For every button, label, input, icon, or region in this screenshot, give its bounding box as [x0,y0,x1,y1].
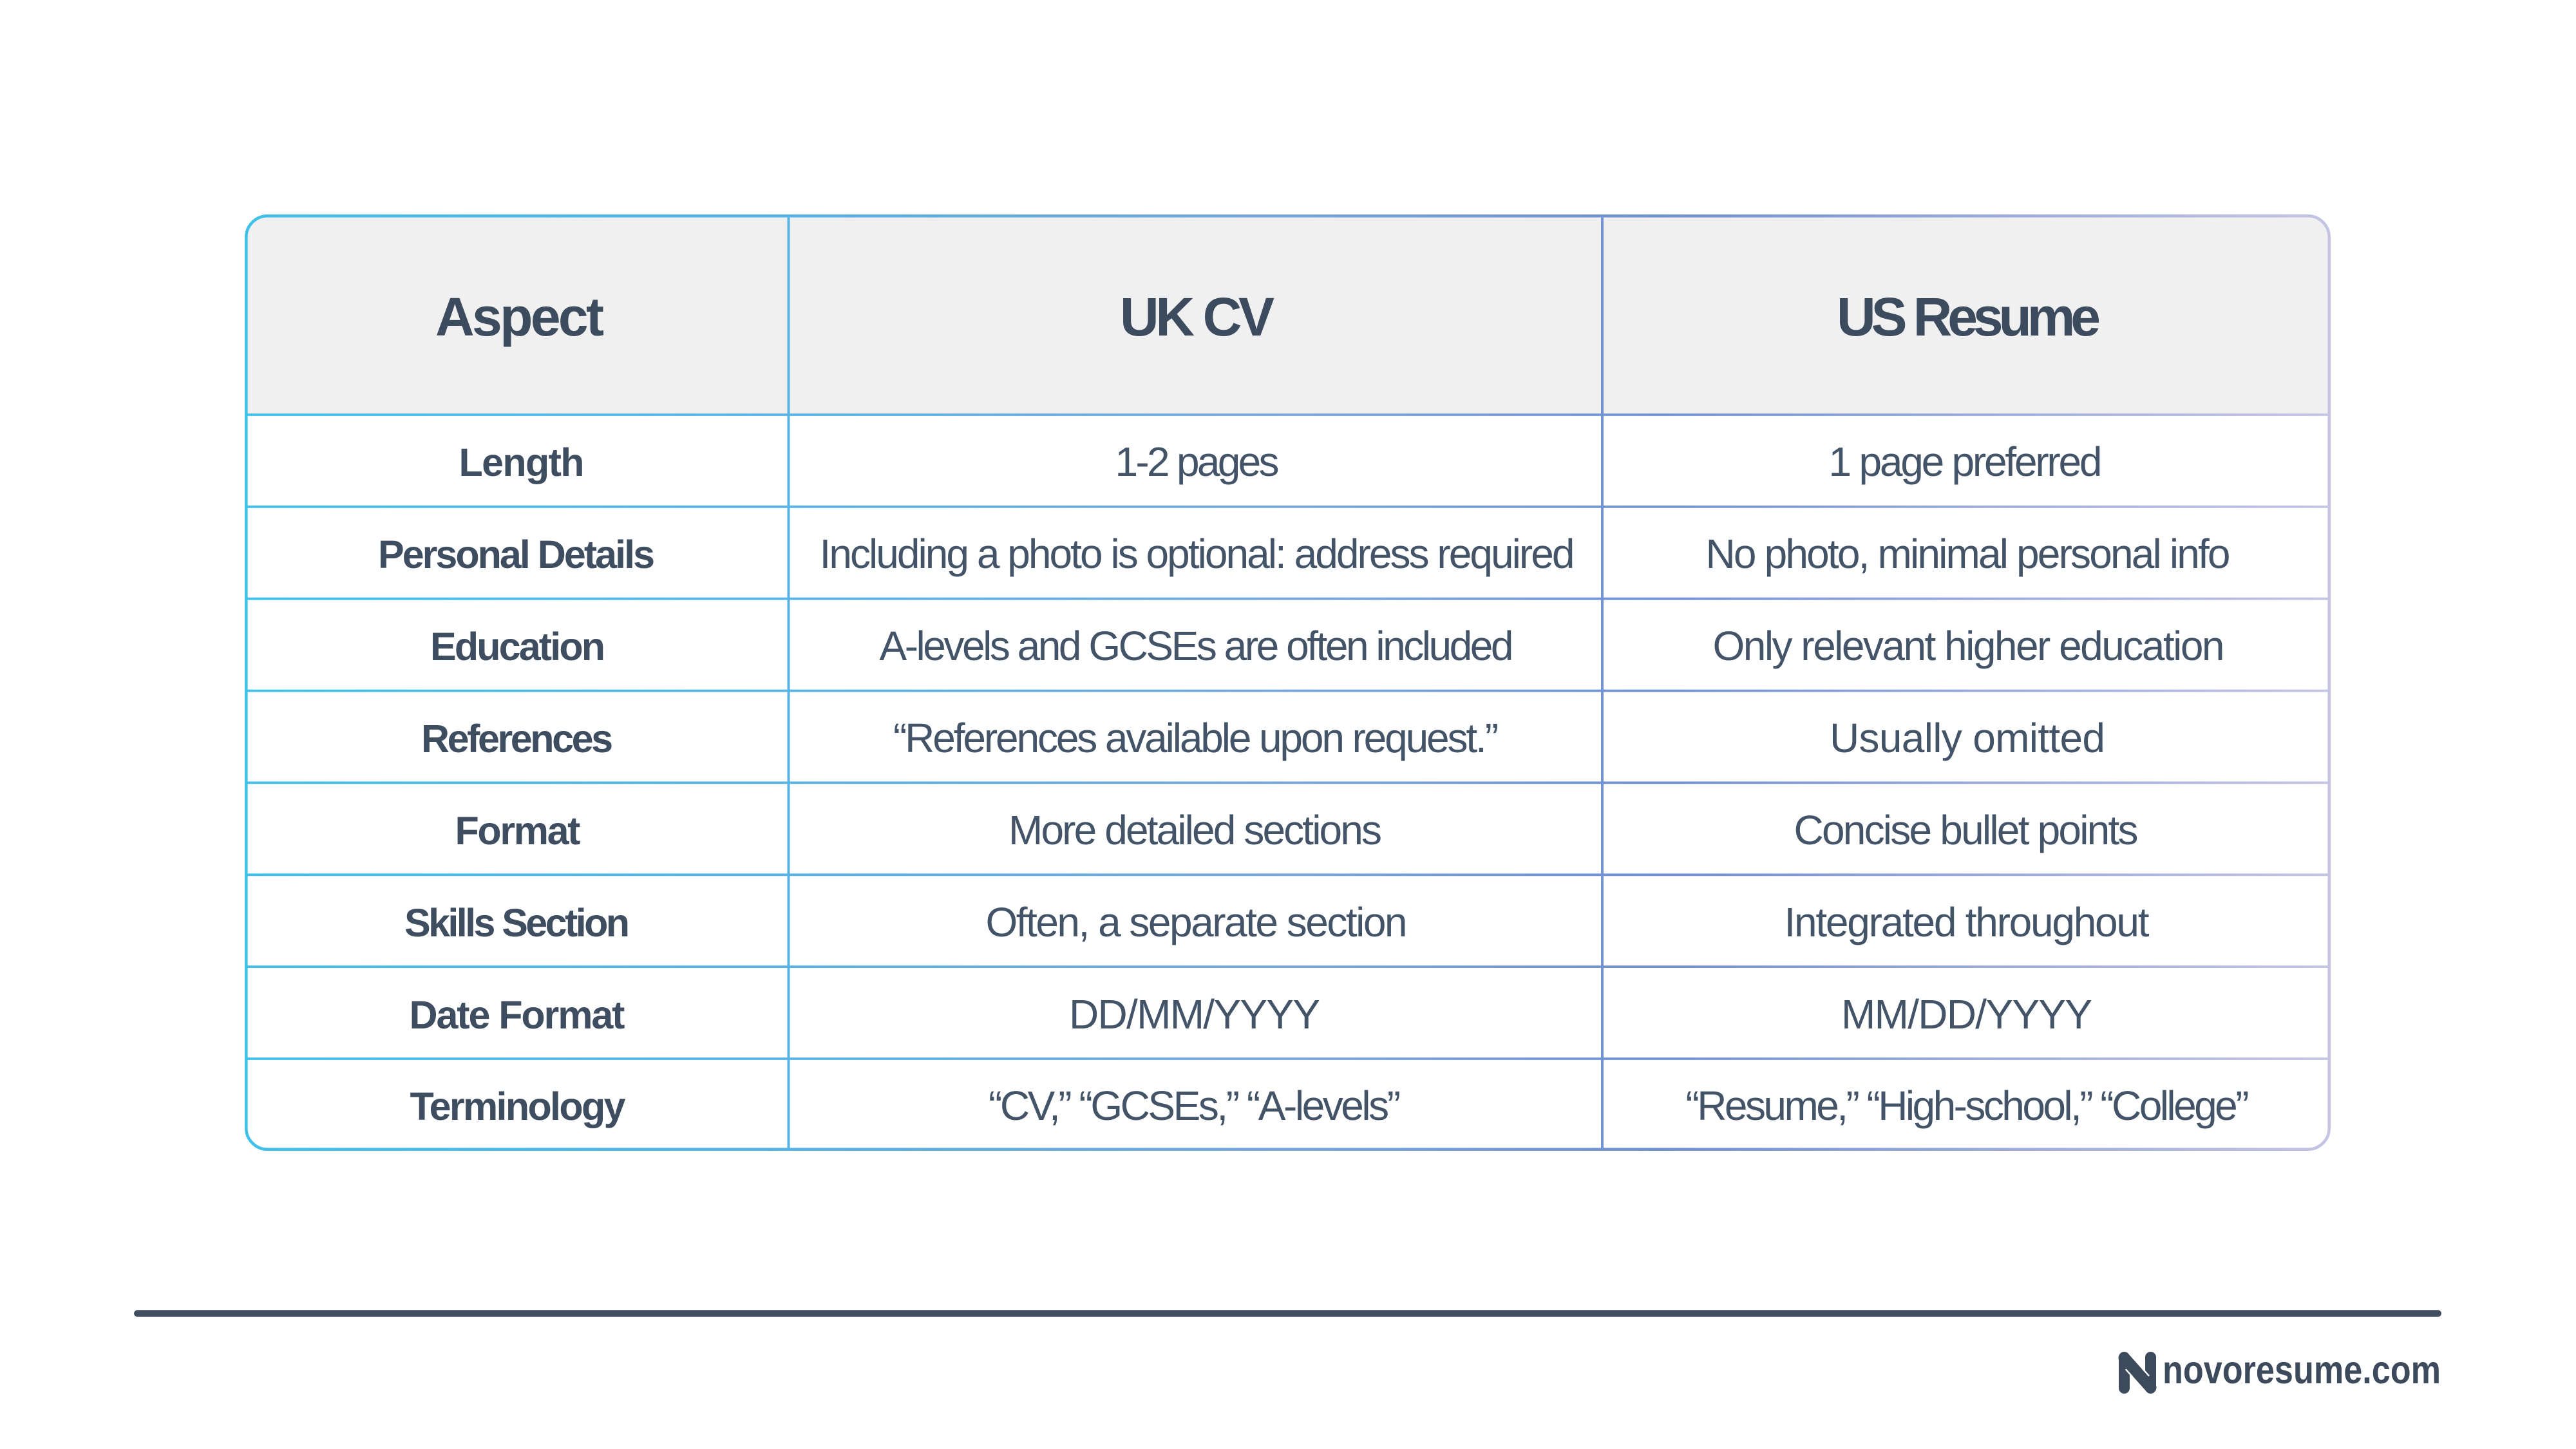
svg-text:Integrated throughout: Integrated throughout [1785,899,2150,945]
svg-text:MM/DD/YYYY: MM/DD/YYYY [1841,991,2092,1037]
svg-text:Education: Education [430,625,605,668]
svg-text:Date Format: Date Format [410,993,625,1037]
svg-text:Often, a separate section: Often, a separate section [986,899,1408,945]
svg-text:A-levels and GCSEs are often i: A-levels and GCSEs are often included [880,623,1514,669]
svg-text:Including a photo is optional:: Including a photo is optional: address r… [820,531,1575,577]
svg-text:1 page preferred: 1 page preferred [1829,439,2103,485]
svg-text:Usually omitted: Usually omitted [1830,715,2105,761]
svg-text:Concise bullet points: Concise bullet points [1794,807,2139,853]
svg-text:Format: Format [455,809,581,853]
svg-text:1-2 pages: 1-2 pages [1115,439,1280,485]
svg-text:DD/MM/YYYY: DD/MM/YYYY [1069,991,1320,1037]
svg-text:References: References [421,717,613,761]
svg-text:“CV,” “GCSEs,” “A-levels”: “CV,” “GCSEs,” “A-levels” [989,1083,1401,1129]
svg-text:UK CV: UK CV [1120,287,1274,347]
svg-text:Only relevant higher education: Only relevant higher education [1713,623,2225,669]
svg-text:novoresume.com: novoresume.com [2163,1348,2441,1392]
svg-text:Personal Details: Personal Details [378,533,655,576]
svg-text:Length: Length [459,440,585,484]
svg-text:Skills Section: Skills Section [404,901,630,945]
svg-text:Aspect: Aspect [435,287,604,347]
svg-text:More detailed sections: More detailed sections [1009,807,1382,853]
svg-text:“Resume,” “High-school,” “Coll: “Resume,” “High-school,” “College” [1686,1083,2249,1129]
svg-text:Terminology: Terminology [410,1084,626,1128]
svg-text:“References available upon req: “References available upon request.” [893,715,1499,761]
svg-text:No photo, minimal personal inf: No photo, minimal personal info [1706,531,2231,577]
svg-text:US Resume: US Resume [1837,287,2101,347]
